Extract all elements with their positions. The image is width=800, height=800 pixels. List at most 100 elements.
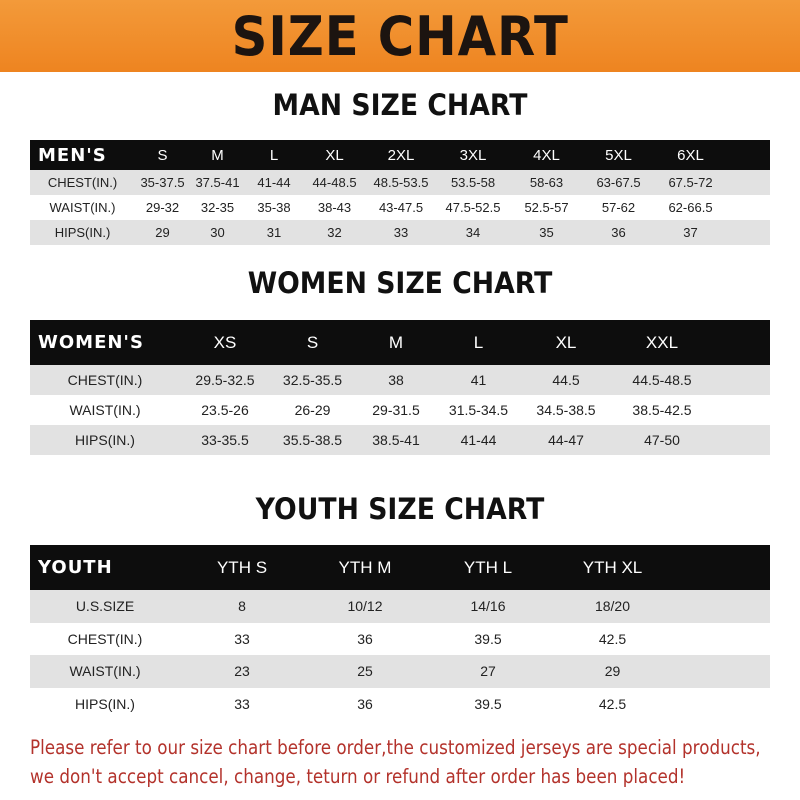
youth-size-table: YOUTH YTH S YTH M YTH L YTH XL U.S.SIZE 8 10/12… (30, 545, 770, 720)
header-row: WOMEN'S XS S M L XL XXL (30, 320, 770, 365)
cell-value: 58-63 (529, 175, 564, 190)
header-row: MEN'S S M L XL 2XL 3XL 4XL 5XL 6XL (30, 140, 770, 170)
cell-value: 34 (465, 225, 481, 240)
size-header: 6XL (677, 146, 704, 164)
youth-section-title: YOUTH SIZE CHART (255, 492, 545, 526)
cell-value: 29-32 (145, 200, 180, 215)
cell-value: 41-44 (257, 175, 291, 190)
cell-value: 43-47.5 (378, 200, 424, 215)
cell-value: 67.5-72 (668, 175, 713, 190)
women-section-title: WOMEN SIZE CHART (247, 266, 553, 300)
row-label: HIPS(IN.) (75, 695, 135, 712)
cell-value: 29 (155, 225, 170, 240)
men-size-table: MEN'S S M L XL 2XL 3XL 4XL 5XL 6XL CHEST(IN.) 35-37… (30, 140, 770, 245)
women-size-table: WOMEN'S XS S M L XL XXL CHEST(IN.) 29.5-32.5 32.5… (30, 320, 770, 455)
table-row: HIPS(IN.) 29 30 31 32 33 34 35 36 37 (30, 220, 770, 245)
table-row: CHEST(IN.) 33 36 39.5 42.5 (30, 622, 770, 655)
table-row: HIPS(IN.) 33-35.5 35.5-38.5 38.5-41 41-44 44-… (30, 425, 770, 455)
cell-value: 38.5-41 (372, 432, 420, 448)
cell-value: 44-48.5 (312, 175, 357, 190)
cell-value: 29.5-32.5 (195, 372, 255, 388)
header-row: YOUTH YTH S YTH M YTH L YTH XL (30, 545, 770, 590)
cell-value: 36 (611, 225, 626, 240)
size-header: 3XL (459, 146, 487, 164)
table-row: WAIST(IN.) 23.5-26 26-29 29-31.5 31.5-34.5 34… (30, 395, 770, 425)
table-row: CHEST(IN.) 35-37.5 37.5-41 41-44 44-48.5 48.5… (30, 170, 770, 195)
cell-value: 47-50 (644, 432, 680, 448)
size-header: 2XL (387, 146, 415, 164)
size-header: YTH XL (582, 557, 643, 577)
row-label: HIPS(IN.) (75, 432, 135, 448)
size-header: YTH M (338, 557, 392, 577)
cell-value: 39.5 (474, 695, 502, 712)
cell-value: 10/12 (347, 598, 383, 615)
cell-value: 29 (604, 663, 621, 680)
size-header: S (157, 146, 168, 164)
cell-value: 31 (266, 225, 282, 240)
size-header: YTH L (463, 557, 513, 577)
size-header: L (473, 332, 484, 352)
cell-value: 36 (357, 630, 373, 647)
cell-value: 44-47 (548, 432, 584, 448)
cell-value: 42.5 (598, 695, 627, 712)
cell-value: 35-38 (257, 200, 291, 215)
row-label: WAIST(IN.) (69, 663, 141, 680)
cell-value: 35-37.5 (140, 175, 185, 190)
cell-value: 47.5-52.5 (445, 200, 501, 215)
cell-value: 35 (539, 225, 554, 240)
cell-value: 26-29 (294, 402, 331, 418)
row-label: CHEST(IN.) (47, 175, 118, 190)
cell-value: 18/20 (594, 598, 631, 615)
header-label: YOUTH (38, 557, 113, 578)
size-header: XS (213, 332, 237, 352)
cell-value: 8 (238, 598, 246, 615)
row-label: CHEST(IN.) (67, 372, 143, 388)
cell-value: 39.5 (474, 630, 502, 647)
notice-line-2: we don't accept cancel, change, teturn o… (30, 765, 686, 788)
cell-value: 36 (357, 695, 373, 712)
cell-value: 33 (234, 695, 250, 712)
cell-value: 32-35 (200, 200, 235, 215)
size-header: 5XL (605, 146, 632, 164)
table-row: WAIST(IN.) 23 25 27 29 (30, 655, 770, 688)
header-label: WOMEN'S (38, 332, 144, 353)
size-header: M (211, 146, 224, 164)
cell-value: 38.5-42.5 (632, 402, 692, 418)
banner-title: SIZE CHART (231, 4, 569, 68)
row-label: HIPS(IN.) (54, 225, 111, 240)
size-header: M (388, 332, 404, 352)
cell-value: 38 (388, 372, 404, 388)
banner: SIZE CHART (0, 0, 800, 72)
cell-value: 38-43 (317, 200, 352, 215)
size-header: YTH S (216, 557, 268, 577)
size-header: XL (325, 146, 344, 164)
cell-value: 32.5-35.5 (282, 372, 343, 388)
size-header: L (269, 146, 279, 164)
cell-value: 33 (234, 630, 250, 647)
size-header: S (306, 332, 319, 352)
size-header: XL (555, 332, 577, 352)
cell-value: 23.5-26 (201, 402, 249, 418)
cell-value: 25 (357, 663, 373, 680)
cell-value: 44.5 (552, 372, 580, 388)
cell-value: 35.5-38.5 (282, 432, 343, 448)
cell-value: 44.5-48.5 (632, 372, 692, 388)
order-notice: Please refer to our size chart before or… (30, 733, 787, 791)
row-label: U.S.SIZE (75, 598, 135, 615)
size-header: 4XL (533, 146, 560, 164)
cell-value: 62-66.5 (668, 200, 713, 215)
row-label: WAIST(IN.) (69, 402, 141, 418)
cell-value: 29-31.5 (372, 402, 420, 418)
cell-value: 37 (683, 225, 698, 240)
cell-value: 53.5-58 (450, 175, 496, 190)
cell-value: 48.5-53.5 (373, 175, 429, 190)
table-row: WAIST(IN.) 29-32 32-35 35-38 38-43 43-47.5 47.… (30, 195, 770, 220)
cell-value: 32 (327, 225, 342, 240)
cell-value: 41-44 (460, 432, 497, 448)
cell-value: 33-35.5 (201, 432, 249, 448)
row-label: CHEST(IN.) (67, 630, 143, 647)
cell-value: 37.5-41 (195, 175, 240, 190)
cell-value: 27 (480, 663, 496, 680)
cell-value: 31.5-34.5 (448, 402, 509, 418)
cell-value: 33 (393, 225, 409, 240)
